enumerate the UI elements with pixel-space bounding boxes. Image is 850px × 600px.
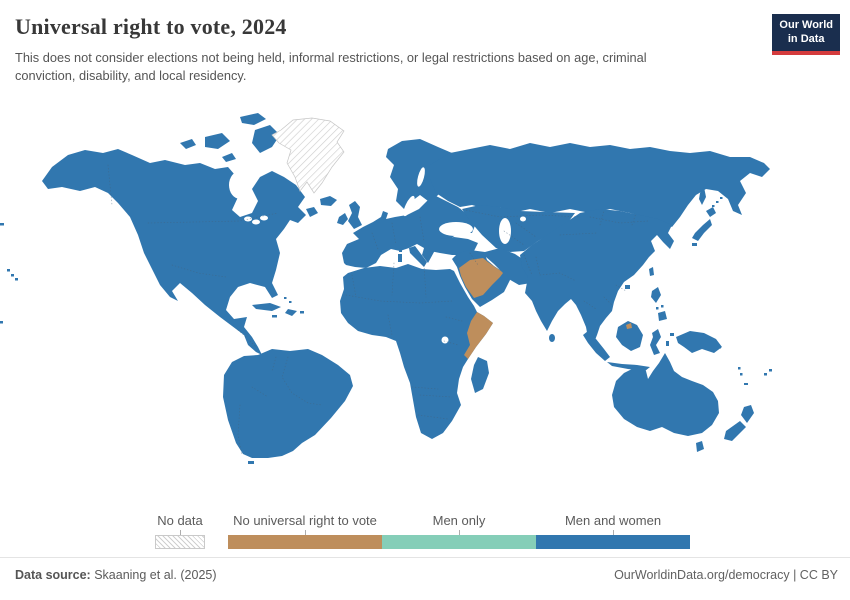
iceland xyxy=(320,196,337,206)
legend-swatch xyxy=(382,535,536,549)
borneo xyxy=(616,321,643,351)
legend-tick xyxy=(458,530,460,535)
saudi-arabia xyxy=(459,258,503,298)
legend-label: Men only xyxy=(432,513,486,528)
legend-label: Men and women xyxy=(564,513,662,528)
brunei xyxy=(626,323,632,329)
legend-bin-0[interactable]: No universal right to vote xyxy=(228,513,382,549)
new-zealand xyxy=(724,405,754,441)
legend-tick xyxy=(179,530,181,535)
central-asia xyxy=(462,205,575,252)
legend-tick xyxy=(304,530,306,535)
legend-swatch xyxy=(228,535,382,549)
legend-swatch xyxy=(536,535,690,549)
map-land-men-and-women[interactable] xyxy=(0,113,772,464)
sulawesi-moluccas xyxy=(650,329,674,355)
map-legend: No data No universal right to vote Men on… xyxy=(155,513,690,549)
sumatra-java xyxy=(583,331,650,371)
legend-tick xyxy=(612,530,614,535)
legend-bins: No universal right to vote Men only Men an… xyxy=(228,513,690,549)
attribution-link[interactable]: OurWorldinData.org/democracy | CC BY xyxy=(614,568,838,582)
legend-bin-no-data[interactable]: No data xyxy=(155,513,205,549)
new-guinea xyxy=(676,331,722,353)
legend-swatch-no-data xyxy=(155,535,205,549)
arctic-islands xyxy=(180,113,318,217)
chart-footer: Data source: Skaaning et al. (2025) OurW… xyxy=(0,557,850,582)
data-source-value: Skaaning et al. (2025) xyxy=(90,568,217,582)
owid-logo[interactable]: Our World in Data xyxy=(772,14,840,55)
europe xyxy=(342,195,476,268)
russia xyxy=(430,143,770,227)
chart-header: Universal right to vote, 2024 This does … xyxy=(15,14,755,85)
legend-bin-2[interactable]: Men and women xyxy=(536,513,690,549)
australia xyxy=(612,353,719,452)
data-source-note: Data source: Skaaning et al. (2025) xyxy=(15,568,217,582)
owid-logo-line2: in Data xyxy=(787,32,825,45)
north-america xyxy=(42,149,306,355)
south-east-asia-mainland xyxy=(520,209,674,345)
madagascar xyxy=(471,357,489,393)
turkey-caucasus xyxy=(428,237,478,255)
caribbean-islands xyxy=(252,297,304,318)
philippines xyxy=(651,287,667,321)
uk-ireland xyxy=(337,201,362,229)
legend-label: No universal right to vote xyxy=(233,513,377,528)
sri-lanka xyxy=(549,334,555,342)
somalia xyxy=(464,312,493,359)
map-land-no-universal-right[interactable] xyxy=(459,258,632,359)
country-borders xyxy=(107,164,649,456)
inland-waters xyxy=(229,167,526,344)
legend-bin-1[interactable]: Men only xyxy=(382,513,536,549)
legend-label-no-data: No data xyxy=(157,513,203,528)
greenland[interactable] xyxy=(271,117,345,194)
owid-logo-line1: Our World xyxy=(779,19,833,31)
chart-subtitle: This does not consider elections not bei… xyxy=(15,50,647,84)
chart-title: Universal right to vote, 2024 xyxy=(15,14,287,39)
south-america xyxy=(223,349,353,464)
data-source-label: Data source: xyxy=(15,568,91,582)
italy-med-islands xyxy=(398,246,434,272)
world-map[interactable] xyxy=(0,105,850,505)
africa xyxy=(340,264,493,439)
